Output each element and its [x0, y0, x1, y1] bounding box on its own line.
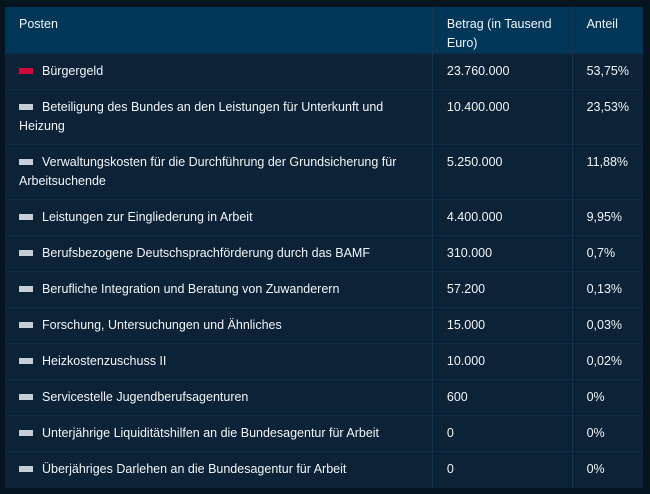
table-row: Heizkostenzuschuss II 10.000 0,02% — [5, 343, 643, 380]
table-row: Unterjährige Liquiditätshilfen an die Bu… — [5, 415, 643, 452]
legend-marker-icon — [19, 213, 33, 220]
cell-anteil: 9,95% — [571, 199, 643, 236]
cell-betrag: 23.760.000 — [431, 53, 573, 90]
table-row: Forschung, Untersuchungen und Ähnliches 1… — [5, 307, 643, 344]
table-row: Berufliche Integration und Beratung von … — [5, 271, 643, 308]
cell-betrag: 15.000 — [431, 307, 573, 344]
posten-label: Berufliche Integration und Beratung von … — [42, 282, 340, 296]
table-row: Servicestelle Jugendberufsagenturen 600 0% — [5, 379, 643, 416]
cell-posten: Leistungen zur Eingliederung in Arbeit — [5, 199, 433, 236]
legend-marker-icon — [19, 429, 33, 436]
posten-label: Servicestelle Jugendberufsagenturen — [42, 390, 249, 404]
table-row: Verwaltungskosten für die Durchführung d… — [5, 144, 643, 200]
cell-posten: Heizkostenzuschuss II — [5, 343, 433, 380]
header-betrag: Betrag (in Tausend Euro) — [431, 7, 573, 54]
legend-marker-icon — [19, 465, 33, 472]
legend-marker-icon — [19, 285, 33, 292]
cell-betrag: 310.000 — [431, 235, 573, 272]
cell-anteil: 0,02% — [571, 343, 643, 380]
cell-betrag: 4.400.000 — [431, 199, 573, 236]
cell-anteil: 0% — [571, 379, 643, 416]
table-row: Überjähriges Darlehen an die Bundesagent… — [5, 451, 643, 488]
posten-label: Berufsbezogene Deutschsprachförderung du… — [42, 246, 370, 260]
budget-table-container: Posten Betrag (in Tausend Euro) Anteil B… — [5, 7, 643, 488]
cell-anteil: 53,75% — [571, 53, 643, 90]
cell-posten: Forschung, Untersuchungen und Ähnliches — [5, 307, 433, 344]
cell-anteil: 11,88% — [571, 144, 643, 200]
posten-label: Unterjährige Liquiditätshilfen an die Bu… — [42, 426, 380, 440]
cell-posten: Berufliche Integration und Beratung von … — [5, 271, 433, 308]
cell-posten: Bürgergeld — [5, 53, 433, 90]
header-anteil: Anteil — [571, 7, 643, 54]
cell-betrag: 0 — [431, 451, 573, 488]
table-row: Beteiligung des Bundes an den Leistungen… — [5, 89, 643, 145]
cell-betrag: 600 — [431, 379, 573, 416]
table-header-row: Posten Betrag (in Tausend Euro) Anteil — [5, 7, 643, 54]
cell-anteil: 23,53% — [571, 89, 643, 145]
posten-label: Heizkostenzuschuss II — [42, 354, 167, 368]
cell-anteil: 0% — [571, 451, 643, 488]
cell-anteil: 0,7% — [571, 235, 643, 272]
posten-label: Verwaltungskosten für die Durchführung d… — [19, 155, 397, 188]
cell-betrag: 10.000 — [431, 343, 573, 380]
cell-betrag: 5.250.000 — [431, 144, 573, 200]
posten-label: Bürgergeld — [42, 64, 104, 78]
cell-posten: Unterjährige Liquiditätshilfen an die Bu… — [5, 415, 433, 452]
posten-label: Forschung, Untersuchungen und Ähnliches — [42, 318, 282, 332]
legend-marker-icon — [19, 67, 33, 74]
posten-label: Beteiligung des Bundes an den Leistungen… — [19, 100, 384, 133]
cell-anteil: 0% — [571, 415, 643, 452]
cell-posten: Verwaltungskosten für die Durchführung d… — [5, 144, 433, 200]
cell-anteil: 0,13% — [571, 271, 643, 308]
cell-betrag: 57.200 — [431, 271, 573, 308]
cell-anteil: 0,03% — [571, 307, 643, 344]
legend-marker-icon — [19, 249, 33, 256]
cell-posten: Servicestelle Jugendberufsagenturen — [5, 379, 433, 416]
posten-label: Leistungen zur Eingliederung in Arbeit — [42, 210, 253, 224]
legend-marker-icon — [19, 393, 33, 400]
table-row: Leistungen zur Eingliederung in Arbeit 4.… — [5, 199, 643, 236]
budget-table: Posten Betrag (in Tausend Euro) Anteil B… — [5, 7, 643, 488]
legend-marker-icon — [19, 357, 33, 364]
cell-posten: Beteiligung des Bundes an den Leistungen… — [5, 89, 433, 145]
legend-marker-icon — [19, 103, 33, 110]
cell-posten: Überjähriges Darlehen an die Bundesagent… — [5, 451, 433, 488]
cell-betrag: 10.400.000 — [431, 89, 573, 145]
posten-label: Überjähriges Darlehen an die Bundesagent… — [42, 462, 347, 476]
cell-betrag: 0 — [431, 415, 573, 452]
table-row: Bürgergeld 23.760.000 53,75% — [5, 53, 643, 90]
legend-marker-icon — [19, 321, 33, 328]
table-row: Berufsbezogene Deutschsprachförderung du… — [5, 235, 643, 272]
cell-posten: Berufsbezogene Deutschsprachförderung du… — [5, 235, 433, 272]
header-posten: Posten — [5, 7, 433, 54]
legend-marker-icon — [19, 158, 33, 165]
